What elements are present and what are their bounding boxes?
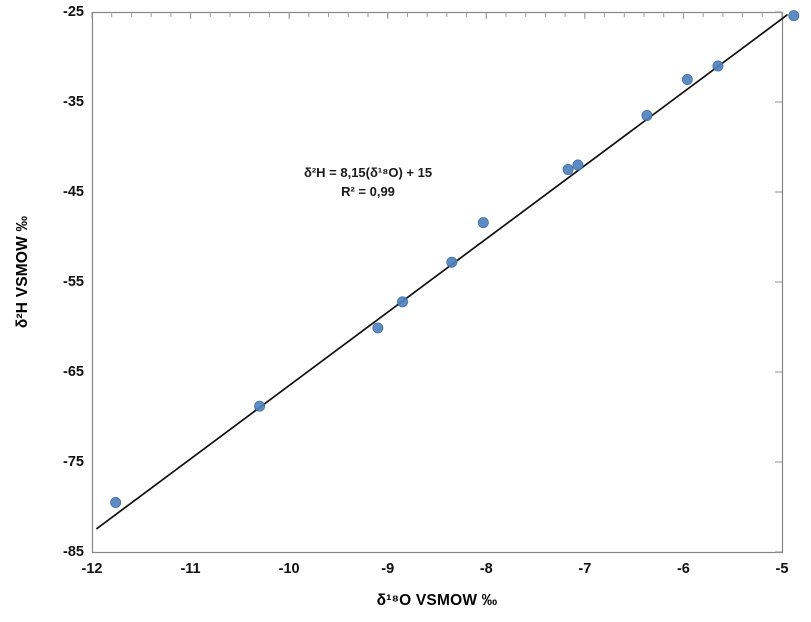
y-axis-title: δ²H VSMOW ‰ — [14, 152, 32, 392]
data-point[interactable] — [562, 164, 574, 175]
y-tick-label: -35 — [63, 94, 84, 110]
x-axis-tick-labels: -12 -11 -10 -9 -8 -7 -6 -5 — [0, 561, 811, 585]
data-point[interactable] — [641, 110, 653, 121]
data-point[interactable] — [477, 217, 489, 229]
x-tick-label: -7 — [578, 561, 592, 577]
data-point[interactable] — [372, 322, 384, 334]
plot-frame — [91, 11, 784, 554]
y-tick-label: -45 — [63, 184, 84, 200]
data-point[interactable] — [572, 159, 584, 171]
y-tick-label: -55 — [63, 274, 84, 290]
regression-r-squared: R² = 0,99 — [341, 183, 395, 199]
x-tick-label: -6 — [676, 561, 690, 577]
x-tick-label: -11 — [180, 561, 201, 577]
x-tick-label: -8 — [479, 561, 493, 577]
y-tick-label: -25 — [63, 4, 84, 20]
x-axis-title: δ¹⁸O VSMOW ‰ — [92, 592, 782, 610]
y-axis-tick-labels: -85 -75 -65 -55 -45 -35 -25 — [32, 0, 84, 622]
data-point[interactable] — [254, 400, 266, 412]
data-point[interactable] — [110, 497, 122, 508]
x-tick-label: -12 — [81, 561, 103, 577]
data-point[interactable] — [788, 10, 800, 22]
trendline — [96, 14, 788, 530]
regression-equation: δ²H = 8,15(δ¹⁸O) + 15 — [303, 165, 433, 180]
y-tick-label: -65 — [63, 364, 84, 380]
x-tick-label: -9 — [381, 561, 395, 577]
data-point[interactable] — [681, 74, 693, 85]
x-axis-title-text: δ¹⁸O VSMOW ‰ — [376, 592, 498, 609]
data-point-group — [110, 10, 800, 508]
x-tick-label: -10 — [278, 561, 300, 577]
data-point[interactable] — [712, 60, 724, 72]
y-tick-label: -85 — [63, 544, 84, 560]
y-tick-label: -75 — [63, 454, 84, 470]
x-tick-label: -5 — [775, 561, 789, 577]
regression-annotation: δ²H = 8,15(δ¹⁸O) + 15 R² = 0,99 — [268, 164, 468, 202]
data-point[interactable] — [446, 256, 458, 268]
data-point[interactable] — [397, 296, 408, 308]
y-axis-title-text: δ²H VSMOW ‰ — [14, 215, 31, 329]
